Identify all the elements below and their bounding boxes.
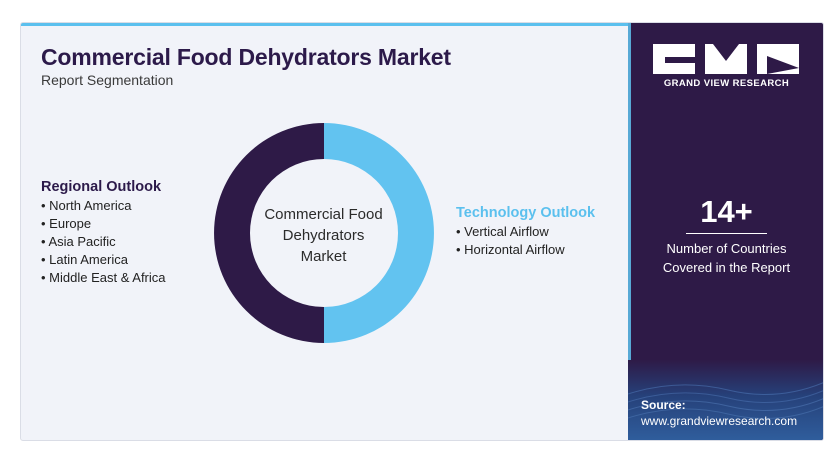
list-item: • Middle East & Africa <box>41 270 166 285</box>
list-item-label: North America <box>49 198 132 213</box>
countries-description: Number of Countries Covered in the Repor… <box>628 239 823 277</box>
stat-divider <box>686 233 767 234</box>
source-link[interactable]: www.grandviewresearch.com <box>641 414 798 428</box>
list-item: • Europe <box>41 216 92 231</box>
page-subtitle: Report Segmentation <box>41 72 174 88</box>
page-title: Commercial Food Dehydrators Market <box>41 44 451 70</box>
list-item-label: Asia Pacific <box>48 234 116 249</box>
report-card: Commercial Food Dehydrators Market Repor… <box>20 22 824 441</box>
list-item: • Horizontal Airflow <box>456 242 565 257</box>
segmentation-panel: Commercial Food Dehydrators Market Repor… <box>21 23 628 440</box>
brand-sidebar: GRAND VIEW RESEARCH 14+ Number of Countr… <box>628 23 823 440</box>
donut-center-label: Commercial Food Dehydrators Market <box>256 204 391 267</box>
list-item: • Vertical Airflow <box>456 224 549 239</box>
technology-outlook-heading: Technology Outlook <box>456 205 596 221</box>
countries-description-line: Covered in the Report <box>662 260 791 275</box>
list-item: • Asia Pacific <box>41 234 116 249</box>
regional-outlook-section: Regional Outlook • North America • Europ… <box>41 179 166 287</box>
sidebar-stripe <box>628 23 631 440</box>
regional-outlook-list: • North America • Europe • Asia Pacific … <box>41 197 166 287</box>
center-label-line: Market <box>300 248 347 265</box>
list-item: • North America <box>41 198 132 213</box>
source-band: Source: www.grandviewresearch.com <box>628 360 823 440</box>
source-label: Source: <box>641 398 686 412</box>
center-label-line: Commercial Food <box>264 206 383 223</box>
donut-segment-technology <box>324 123 434 343</box>
center-label-line: Dehydrators <box>282 227 365 244</box>
list-item-label: Europe <box>49 216 92 231</box>
wave-pattern <box>628 382 823 419</box>
list-item-label: Latin America <box>49 252 128 267</box>
segmentation-donut <box>214 123 434 343</box>
technology-outlook-list: • Vertical Airflow • Horizontal Airflow <box>456 223 595 259</box>
countries-description-line: Number of Countries <box>666 241 787 256</box>
list-item-label: Vertical Airflow <box>464 224 549 239</box>
donut-segment-regional <box>214 123 324 343</box>
list-item-label: Middle East & Africa <box>49 270 166 285</box>
top-accent-bar <box>21 23 628 26</box>
list-item: • Latin America <box>41 252 128 267</box>
brand-name: GRAND VIEW RESEARCH <box>663 78 790 89</box>
countries-count: 14+ <box>700 194 753 229</box>
regional-outlook-heading: Regional Outlook <box>41 179 162 195</box>
grand-view-research-logo <box>653 44 799 74</box>
list-item-label: Horizontal Airflow <box>464 242 565 257</box>
technology-outlook-section: Technology Outlook • Vertical Airflow • … <box>456 205 595 259</box>
